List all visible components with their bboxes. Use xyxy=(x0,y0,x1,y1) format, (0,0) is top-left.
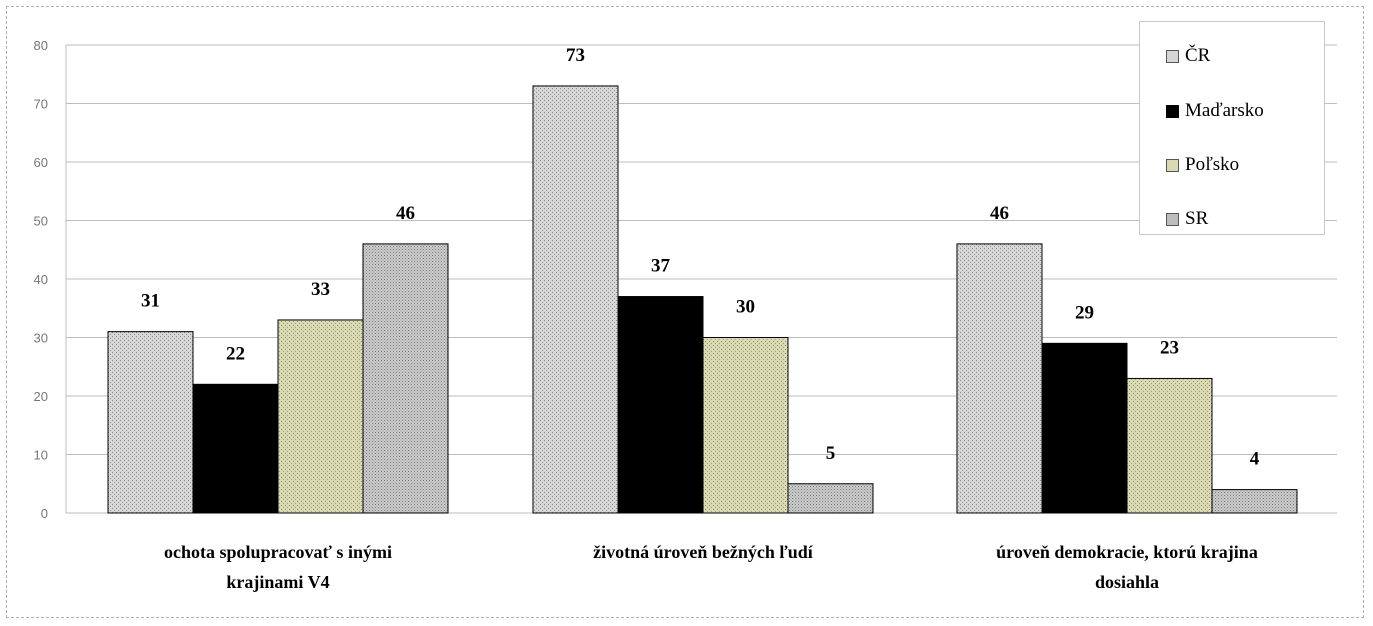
legend-item-polsko: Poľsko xyxy=(1166,152,1239,178)
bar-0-3 xyxy=(362,243,449,514)
legend-swatch-madarsko xyxy=(1166,104,1179,118)
value-label-1-1: 37 xyxy=(651,256,671,277)
legend-swatch-cr xyxy=(1166,49,1179,63)
value-label-0-3: 46 xyxy=(396,203,415,224)
bar-2-3 xyxy=(1211,489,1298,514)
bars xyxy=(107,85,1298,514)
legend-swatch-sr xyxy=(1166,212,1179,226)
bar-2-2 xyxy=(1126,377,1213,514)
bar-2-0 xyxy=(956,243,1043,514)
value-label-1-0: 73 xyxy=(566,45,585,66)
legend-label-cr: ČR xyxy=(1185,45,1211,66)
legend-label-madarsko: Maďarsko xyxy=(1185,100,1264,121)
value-label-2-0: 46 xyxy=(990,203,1009,224)
category-label-0-0: ochota spolupracovať s inými xyxy=(164,542,392,562)
legend-item-sr: SR xyxy=(1166,206,1208,232)
bar-1-1 xyxy=(617,296,704,514)
y-tick-label-30: 30 xyxy=(34,331,48,346)
bar-1-0 xyxy=(532,85,619,514)
y-tick-label-0: 0 xyxy=(41,506,48,521)
value-label-2-3: 4 xyxy=(1250,449,1260,470)
category-label-2-0: úroveň demokracie, ktorú krajina xyxy=(996,542,1258,562)
legend-item-madarsko: Maďarsko xyxy=(1166,98,1264,124)
value-label-0-0: 31 xyxy=(141,291,160,312)
bar-2-1 xyxy=(1041,342,1128,514)
value-label-2-1: 29 xyxy=(1075,302,1094,323)
category-label-1-0: životná úroveň bežných ľudí xyxy=(593,542,814,562)
bar-1-2 xyxy=(702,337,789,514)
value-label-1-2: 30 xyxy=(736,297,755,318)
y-tick-label-70: 70 xyxy=(34,97,48,112)
bar-0-2 xyxy=(277,319,364,514)
value-label-1-3: 5 xyxy=(826,443,836,464)
y-tick-label-40: 40 xyxy=(34,272,48,287)
value-label-0-1: 22 xyxy=(226,343,245,364)
bar-0-0 xyxy=(107,331,194,514)
value-labels: 31 22 33 46 73 37 30 5 46 29 23 4 xyxy=(141,45,1260,470)
value-label-0-2: 33 xyxy=(311,279,330,300)
category-label-0-1: krajinami V4 xyxy=(226,572,329,592)
y-tick-label-50: 50 xyxy=(34,214,48,229)
y-tick-label-60: 60 xyxy=(34,155,48,170)
bar-1-3 xyxy=(787,483,874,514)
y-axis: 0 10 20 30 40 50 60 70 80 xyxy=(34,38,67,521)
y-tick-label-20: 20 xyxy=(34,389,48,404)
category-labels: ochota spolupracovať s inými krajinami V4… xyxy=(164,542,1258,592)
legend-swatch-polsko xyxy=(1166,158,1179,172)
legend: ČR Maďarsko Poľsko SR xyxy=(1139,21,1325,235)
legend-label-sr: SR xyxy=(1185,208,1209,229)
category-label-2-1: dosiahla xyxy=(1095,572,1159,592)
bar-0-1 xyxy=(192,383,279,514)
y-tick-label-80: 80 xyxy=(34,38,48,53)
y-tick-label-10: 10 xyxy=(34,448,48,463)
legend-item-cr: ČR xyxy=(1166,43,1210,69)
legend-label-polsko: Poľsko xyxy=(1185,154,1240,175)
value-label-2-2: 23 xyxy=(1160,337,1179,358)
